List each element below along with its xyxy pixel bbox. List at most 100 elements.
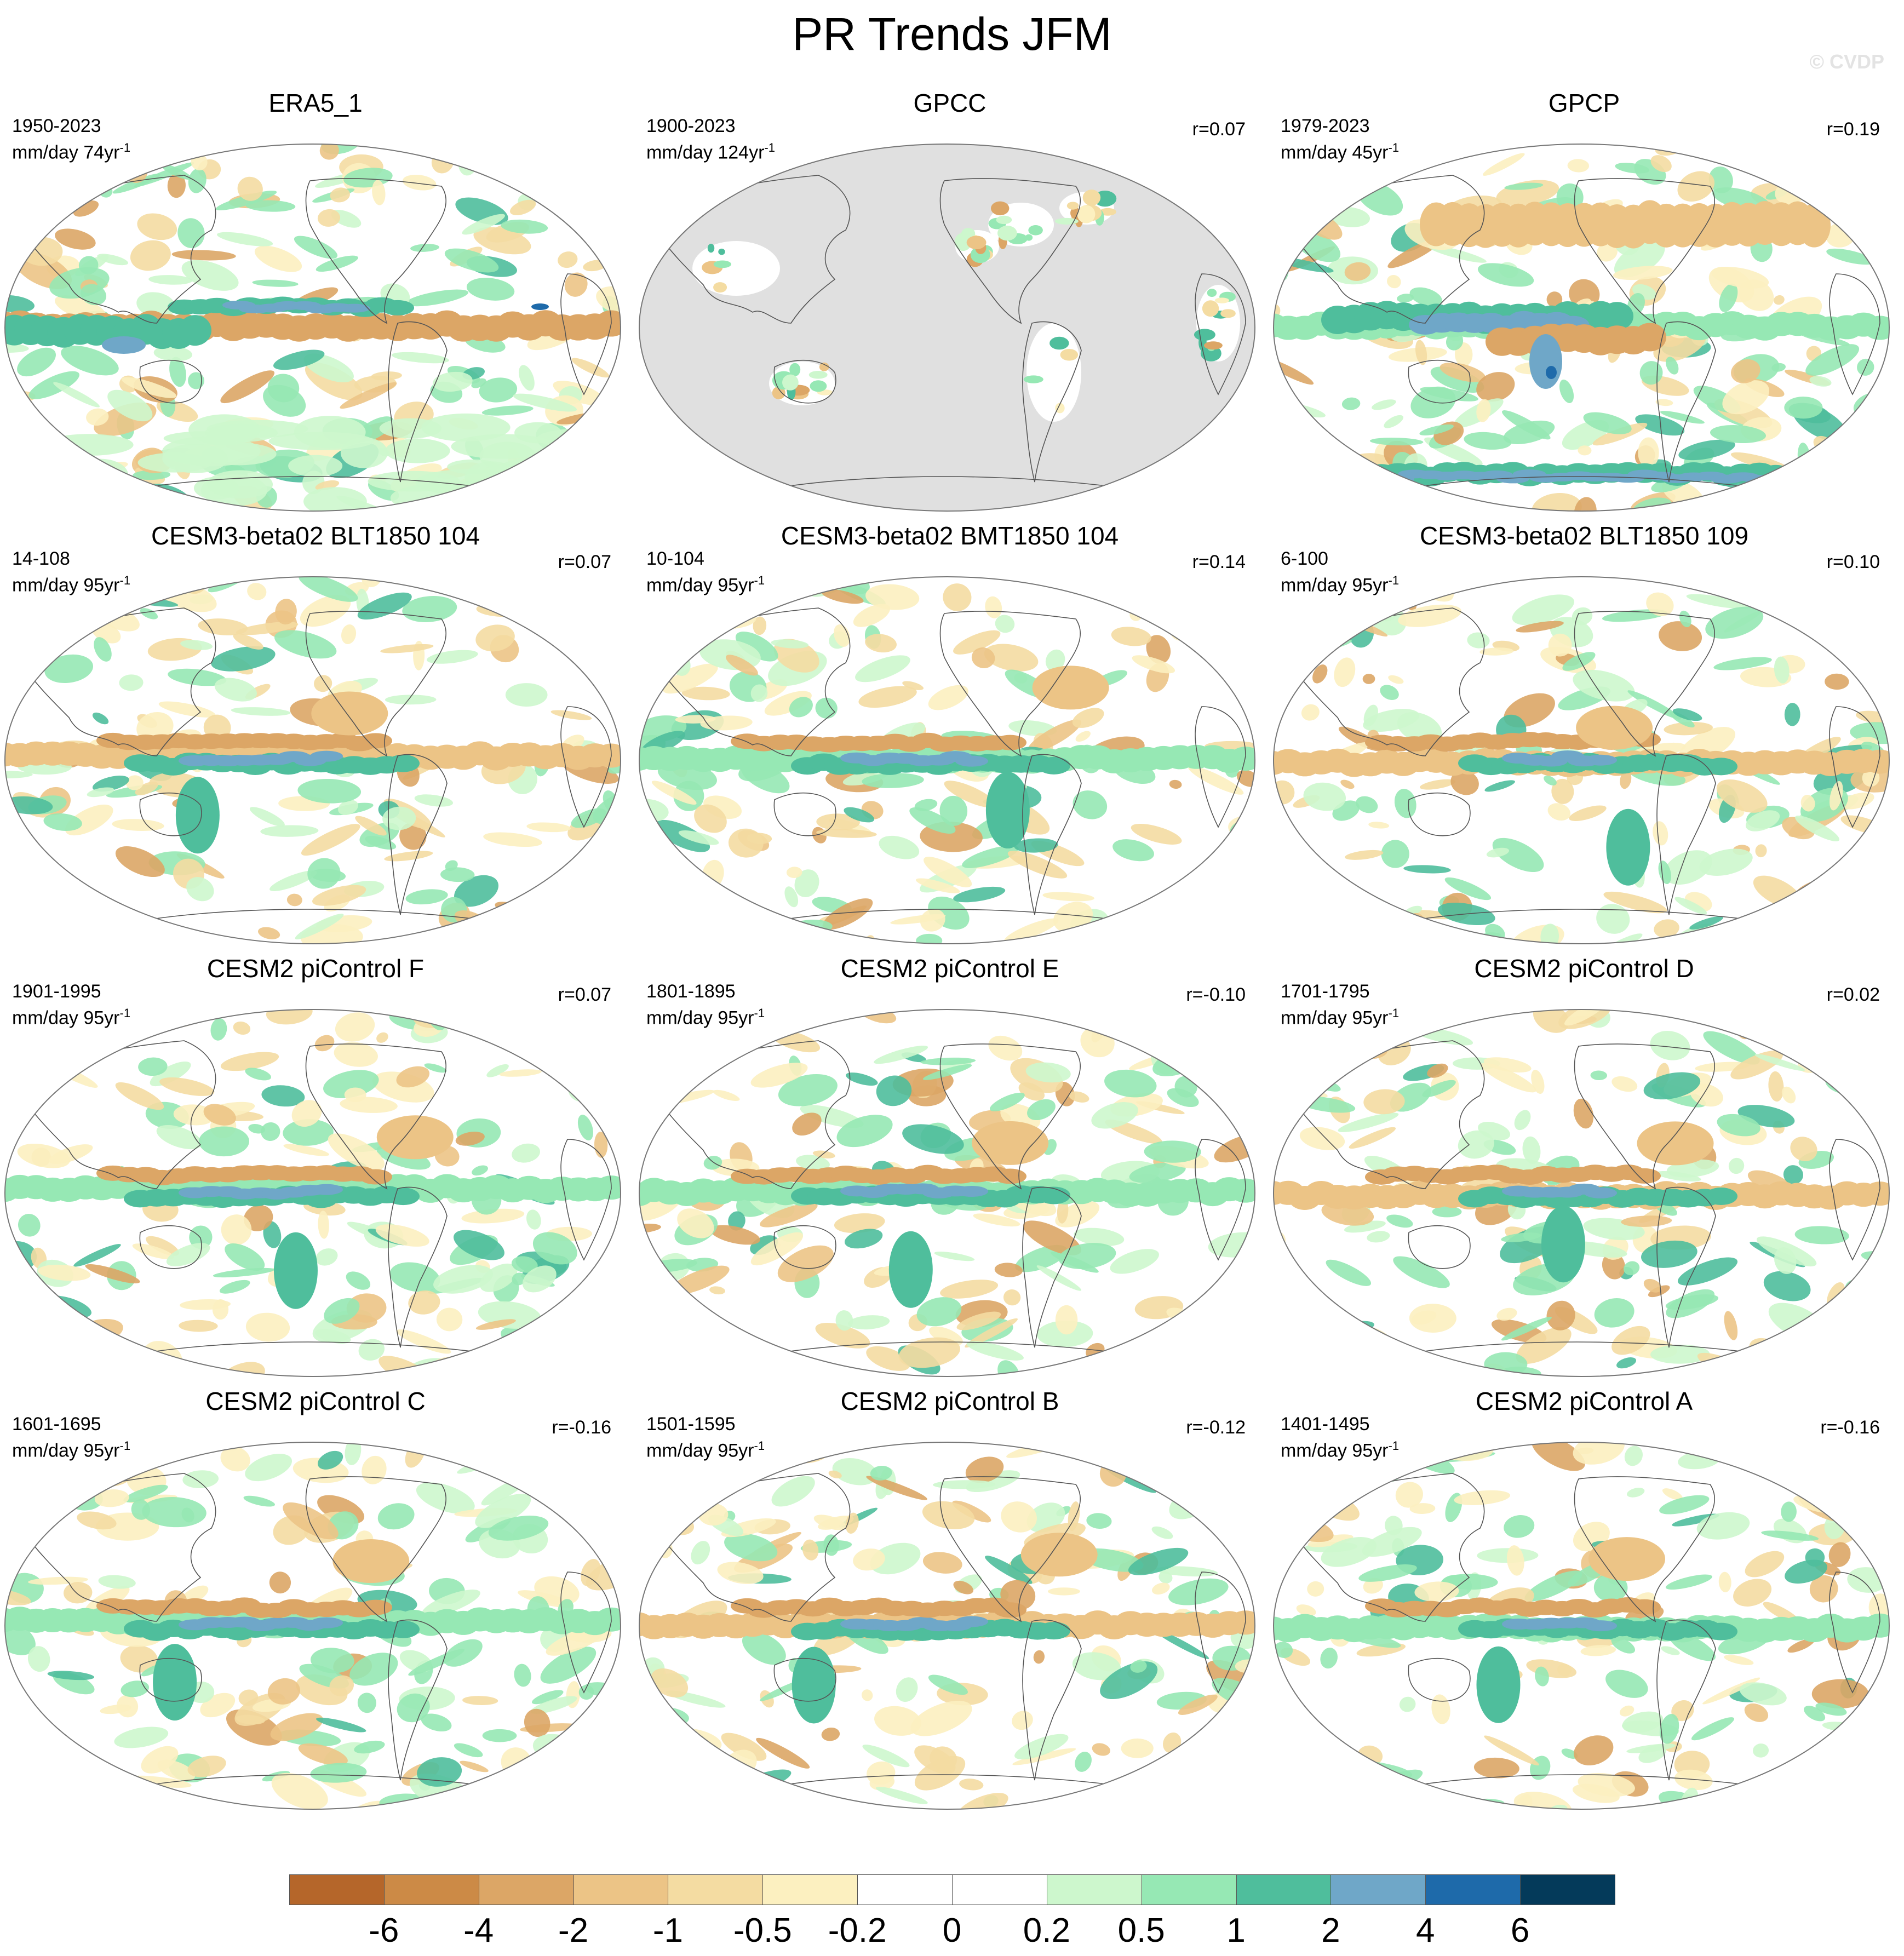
- trend-patch: [1287, 467, 1307, 486]
- trend-patch: [896, 1677, 918, 1702]
- trend-patch: [47, 1671, 95, 1680]
- trend-patch: [20, 1742, 47, 1765]
- trend-patch: [94, 637, 112, 662]
- trend-patch: [1830, 781, 1843, 811]
- trend-patch: [1012, 1748, 1076, 1765]
- trend-patch: [727, 915, 773, 933]
- trend-patch: [902, 1124, 964, 1154]
- trend-patch: [1298, 220, 1312, 239]
- trend-patch: [747, 833, 772, 844]
- trend-patch: [1606, 808, 1650, 886]
- colorbar-box: [1046, 1874, 1142, 1905]
- trend-patch: [530, 1696, 577, 1714]
- trend-patch: [92, 776, 129, 792]
- trend-patch: [273, 1232, 318, 1309]
- trend-patch: [146, 1236, 180, 1256]
- trend-patch: [823, 1534, 839, 1556]
- trend-patch: [1795, 582, 1845, 606]
- trend-patch: [1320, 1033, 1339, 1042]
- trend-patch: [1409, 287, 1442, 307]
- trend-patch: [330, 187, 350, 203]
- trend-patch: [558, 251, 578, 268]
- coastline: [112, 1774, 524, 1792]
- pattern-correlation: r=-0.10: [1186, 984, 1246, 1005]
- trend-patch: [1128, 1547, 1189, 1575]
- panel-title: ERA5_1: [268, 89, 363, 117]
- trend-patch: [1209, 1053, 1245, 1064]
- trend-patch: [939, 795, 968, 826]
- trend-patch: [444, 248, 499, 273]
- coastline: [747, 909, 1159, 926]
- trend-patch: [707, 243, 715, 253]
- trend-patch: [1522, 1136, 1541, 1164]
- trend-patch: [771, 1476, 815, 1507]
- trend-patch: [994, 1602, 1026, 1618]
- trend-patch: [966, 1341, 1024, 1361]
- trend-patch: [1334, 657, 1356, 687]
- trend-patch: [1372, 399, 1396, 410]
- trend-patch: [381, 300, 414, 316]
- trend-patch: [69, 920, 130, 944]
- trend-patch: [1163, 920, 1183, 932]
- trend-patch: [1048, 1587, 1080, 1596]
- trend-patch: [1596, 904, 1630, 934]
- trend-patch: [1611, 1076, 1638, 1092]
- trend-patch: [944, 781, 996, 808]
- panel-title: CESM2 piControl E: [840, 954, 1059, 983]
- trend-patch: [120, 1645, 158, 1673]
- trend-patch: [651, 1668, 689, 1697]
- trend-patch: [1547, 803, 1571, 821]
- trend-patch: [1077, 205, 1096, 223]
- trend-patch: [5, 487, 51, 511]
- trend-patch: [772, 386, 785, 400]
- trend-patch: [501, 219, 548, 234]
- trend-patch: [135, 782, 158, 795]
- trend-patch: [724, 1533, 778, 1562]
- panel-3: GPCP 1979-2023 mm/day 45yr-1 r=0.19: [1272, 88, 1896, 512]
- trend-patch: [1285, 169, 1339, 203]
- coastline: [1408, 792, 1471, 836]
- trend-patch: [1620, 770, 1632, 789]
- map-7: [4, 1009, 621, 1377]
- trend-patch: [601, 1534, 621, 1556]
- trend-patch: [1605, 1670, 1648, 1698]
- trend-patch: [750, 1063, 808, 1088]
- trend-patch: [1733, 1579, 1772, 1607]
- trend-patch: [169, 357, 186, 387]
- trend-patch: [340, 437, 388, 468]
- trend-patch: [1660, 411, 1705, 424]
- trend-patch: [473, 1787, 501, 1808]
- trend-patch: [705, 1009, 765, 1015]
- trend-patch: [1811, 1679, 1869, 1709]
- trend-patch: [319, 144, 339, 160]
- trend-patch: [1546, 291, 1563, 308]
- trend-patch: [1584, 1187, 1617, 1198]
- coastline: [388, 1619, 448, 1781]
- trend-patch: [1616, 1357, 1637, 1369]
- trend-patch: [681, 686, 730, 701]
- trend-patch: [1195, 887, 1230, 903]
- trend-patch: [301, 824, 360, 856]
- trend-patch: [189, 1225, 213, 1249]
- trend-patch: [1320, 1648, 1338, 1669]
- trend-patch: [1628, 1599, 1661, 1615]
- period-label: 1601-1695: [12, 1414, 101, 1435]
- trend-patch: [1562, 652, 1596, 671]
- trend-patch: [647, 1448, 681, 1463]
- trend-patch: [436, 1307, 463, 1332]
- trend-patch: [1650, 1031, 1690, 1060]
- trend-patch: [1037, 756, 1070, 775]
- trend-patch: [5, 144, 45, 159]
- colorbar: [289, 1874, 1615, 1906]
- trend-patch: [750, 1232, 804, 1266]
- trend-patch: [114, 1726, 169, 1748]
- trend-patch: [119, 489, 171, 503]
- trend-patch: [53, 382, 100, 408]
- trend-patch: [994, 1263, 1023, 1277]
- trend-patch: [51, 465, 105, 501]
- trend-patch: [534, 1356, 568, 1376]
- trend-patch: [387, 754, 420, 772]
- trend-patch: [1584, 754, 1617, 766]
- coastline: [1656, 1186, 1716, 1348]
- trend-patch: [488, 1516, 549, 1541]
